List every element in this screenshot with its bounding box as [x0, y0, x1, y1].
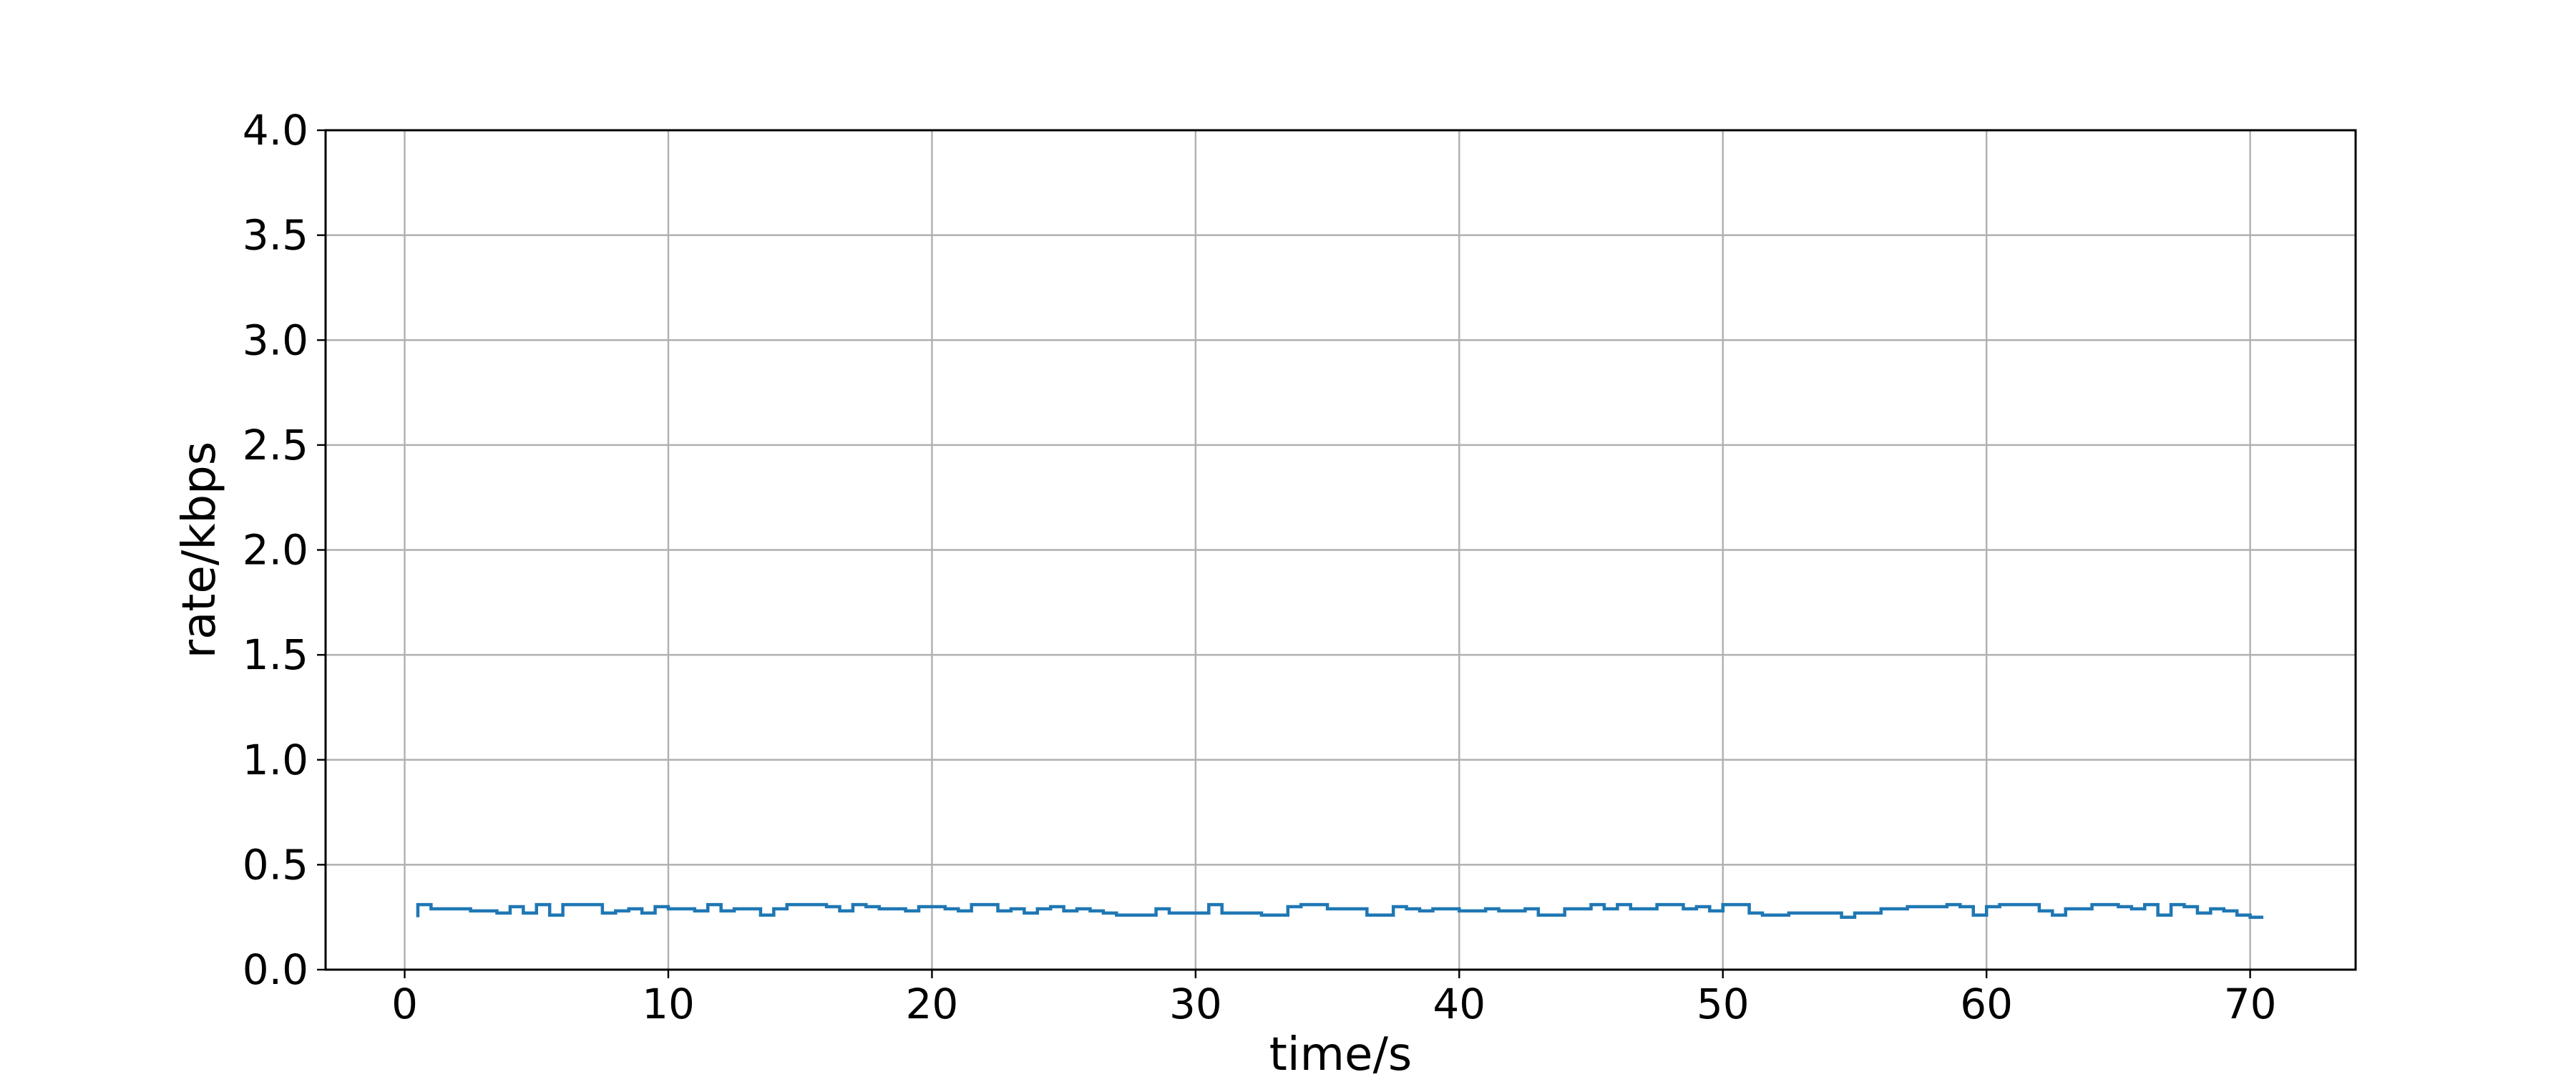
y-tick-label: 1.0 — [243, 736, 308, 784]
x-tick-label: 30 — [1169, 980, 1222, 1028]
x-tick-label: 50 — [1697, 980, 1750, 1028]
y-tick-label: 4.0 — [243, 106, 308, 155]
y-axis-ticks: 0.0 0.5 1.0 1.5 2.0 2.5 3.0 3.5 4.0 — [243, 106, 326, 994]
x-axis-label: time/s — [1269, 1028, 1413, 1073]
y-tick-label: 0.0 — [243, 945, 308, 994]
y-axis-label: rate/kbps — [173, 442, 226, 658]
grid-lines — [326, 129, 2356, 971]
y-tick-label: 2.0 — [243, 526, 308, 575]
x-tick-label: 20 — [906, 980, 959, 1028]
x-tick-label: 40 — [1433, 980, 1485, 1028]
x-tick-label: 10 — [642, 980, 695, 1028]
y-tick-label: 3.0 — [243, 316, 308, 364]
y-tick-label: 2.5 — [243, 421, 308, 469]
series-layer — [416, 902, 2264, 919]
x-tick-label: 60 — [1960, 980, 2013, 1028]
x-tick-label: 0 — [391, 980, 418, 1028]
y-tick-label: 1.5 — [243, 630, 308, 679]
x-tick-label: 70 — [2224, 980, 2277, 1028]
rate-series-line — [416, 902, 2264, 919]
y-tick-label: 0.5 — [243, 840, 308, 889]
x-axis-ticks: 0 10 20 30 40 50 60 70 — [391, 970, 2277, 1028]
y-tick-label: 3.5 — [243, 211, 308, 260]
